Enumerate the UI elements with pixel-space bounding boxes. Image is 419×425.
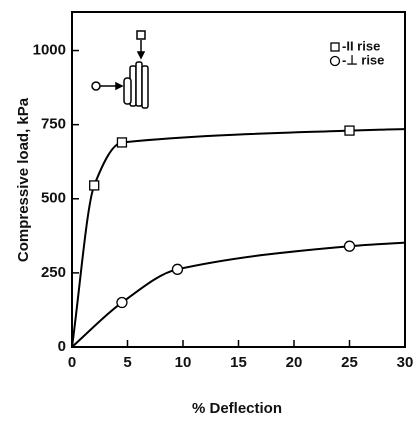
x-tick-label: 10 <box>175 354 192 371</box>
legend-marker <box>329 55 341 67</box>
y-tick-label: 0 <box>58 338 66 355</box>
x-tick-label: 30 <box>397 354 414 371</box>
line <box>71 241 406 348</box>
line <box>71 128 406 348</box>
x-tick-label: 20 <box>286 354 303 371</box>
marker <box>116 296 128 309</box>
x-axis-label: % Deflection <box>192 400 282 417</box>
marker <box>344 125 355 136</box>
specimen-icon <box>91 30 149 109</box>
marker <box>171 263 184 275</box>
y-tick-label: 500 <box>41 190 66 207</box>
y-tick-label: 750 <box>41 116 66 133</box>
x-tick-label: 5 <box>123 354 131 371</box>
x-tick-label: 15 <box>230 354 247 371</box>
legend-marker <box>330 42 340 52</box>
marker <box>89 180 100 191</box>
y-tick-label: 250 <box>41 264 66 281</box>
y-axis-label: Compressive load, kPa <box>15 97 32 262</box>
x-tick-label: 0 <box>68 354 76 371</box>
marker <box>116 137 128 148</box>
marker <box>343 240 356 252</box>
legend-label: -II rise <box>342 38 380 53</box>
legend-label: -⊥ rise <box>342 52 384 67</box>
y-tick-label: 1000 <box>33 42 66 59</box>
x-tick-label: 25 <box>341 354 358 371</box>
